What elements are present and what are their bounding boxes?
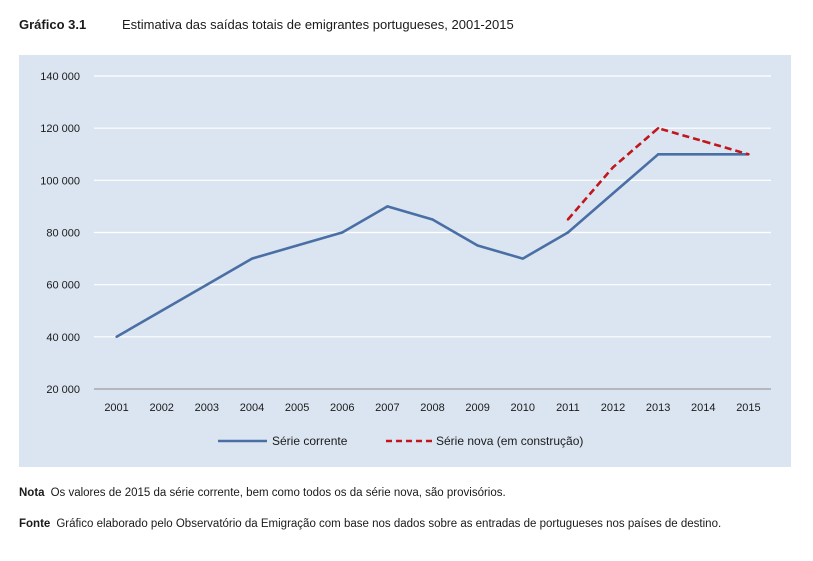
chart-title: Estimativa das saídas totais de emigrant…: [122, 17, 514, 32]
note-paragraph: Nota Os valores de 2015 da série corrente…: [19, 483, 779, 503]
x-tick-label: 2003: [195, 402, 219, 414]
x-tick-label: 2015: [736, 402, 760, 414]
data-point: [656, 153, 660, 156]
figure-label: Gráfico 3.1: [19, 17, 87, 32]
data-point: [702, 153, 705, 156]
data-point: [611, 192, 615, 195]
source-text: Gráfico elaborado pelo Observatório da E…: [56, 518, 722, 530]
data-point: [431, 218, 434, 221]
x-tick-label: 2004: [240, 402, 264, 414]
chart-title-row: Gráfico 3.1 Estimativa das saídas totais…: [19, 17, 514, 32]
data-point: [115, 335, 118, 339]
source-label: Fonte: [19, 518, 51, 530]
data-point: [205, 283, 209, 286]
x-tick-label: 2010: [511, 402, 535, 414]
x-tick-label: 2012: [601, 402, 625, 414]
series-new-line: [566, 126, 749, 221]
y-tick-label: 100 000: [40, 175, 80, 187]
x-tick-label: 2009: [465, 402, 489, 414]
x-tick-label: 2006: [330, 402, 354, 414]
data-point: [611, 166, 615, 169]
x-tick-label: 2005: [285, 402, 309, 414]
x-tick-label: 2008: [420, 402, 444, 414]
chart-panel: 20 000 40 000 60 000 80 000 100 000 120 000 14…: [19, 55, 791, 467]
x-tick-label: 2011: [556, 402, 580, 414]
data-point: [160, 309, 163, 312]
x-tick-label: 2014: [691, 402, 715, 414]
data-point: [747, 153, 750, 156]
data-point: [566, 218, 570, 221]
x-tick-label: 2002: [149, 402, 173, 414]
legend-label: Série nova (em construção): [436, 434, 583, 448]
data-point: [250, 257, 254, 260]
data-point: [566, 231, 570, 234]
source-paragraph: Fonte Gráfico elaborado pelo Observatório…: [19, 514, 779, 534]
x-tick-label: 2007: [375, 402, 399, 414]
y-tick-label: 80 000: [46, 228, 80, 240]
data-point: [386, 205, 389, 208]
note-label: Nota: [19, 487, 45, 499]
y-tick-label: 120 000: [40, 123, 80, 135]
line-chart: 20 000 40 000 60 000 80 000 100 000 120 000 14…: [40, 71, 771, 448]
x-tick-label: 2001: [104, 402, 128, 414]
y-tick-label: 20 000: [46, 384, 80, 396]
series-current-line: [115, 153, 749, 338]
y-tick-label: 140 000: [40, 71, 80, 83]
data-point: [341, 231, 344, 234]
data-point: [656, 126, 660, 130]
x-tick-label: 2013: [646, 402, 670, 414]
legend-label: Série corrente: [272, 434, 348, 448]
data-point: [702, 140, 705, 143]
data-point: [295, 244, 299, 247]
y-tick-label: 60 000: [46, 280, 80, 292]
y-tick-label: 40 000: [46, 332, 80, 344]
note-text: Os valores de 2015 da série corrente, be…: [50, 487, 506, 499]
data-point: [476, 244, 479, 247]
data-point: [521, 257, 524, 260]
